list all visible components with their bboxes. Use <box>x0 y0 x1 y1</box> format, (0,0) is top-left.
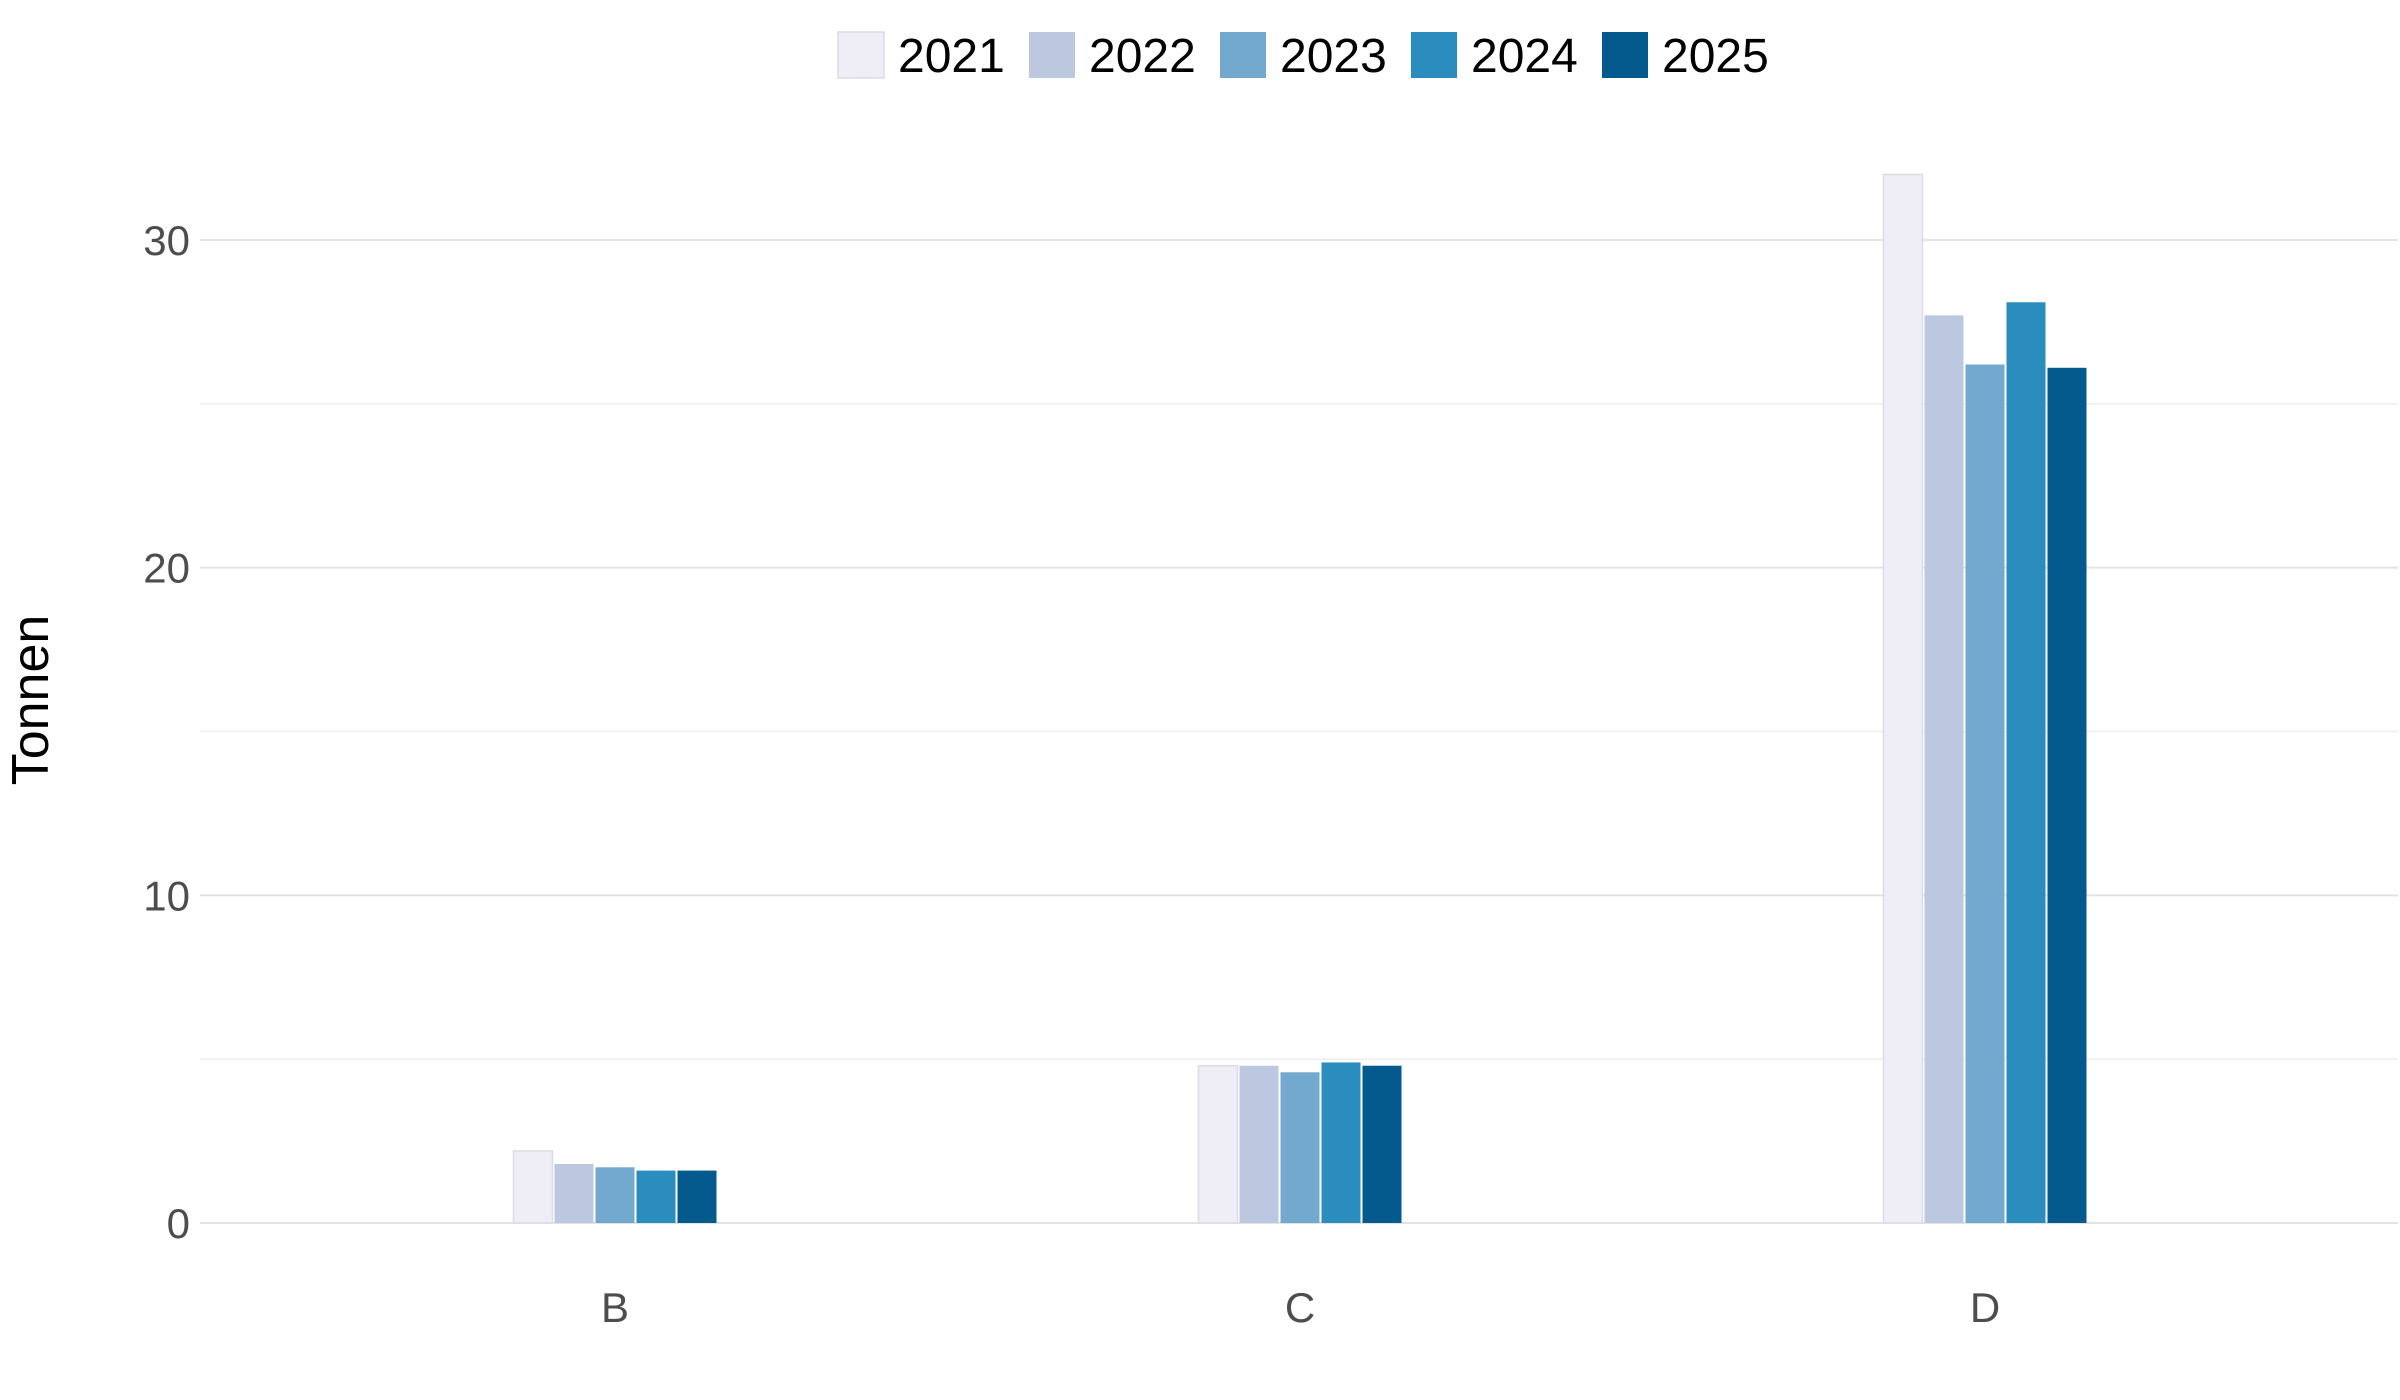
bar-B-2023 <box>595 1167 635 1223</box>
y-tick-label: 0 <box>167 1200 190 1247</box>
legend-label: 2021 <box>898 30 1005 83</box>
bar-B-2024 <box>636 1170 676 1223</box>
gridlines <box>200 239 2398 1224</box>
legend-key-2022 <box>1029 32 1075 78</box>
bar-B-2021 <box>512 1150 554 1224</box>
y-tick-label: 20 <box>143 545 190 592</box>
bars <box>512 173 2087 1224</box>
legend-key-2021 <box>837 31 885 79</box>
bar-B-2022 <box>554 1164 594 1223</box>
legend-key-2024 <box>1411 32 1457 78</box>
x-tick-label: B <box>601 1284 629 1331</box>
legend-label: 2023 <box>1280 30 1387 83</box>
bar-C-2022 <box>1239 1065 1279 1223</box>
bar-C-2024 <box>1321 1062 1361 1223</box>
bar-C-2025 <box>1362 1065 1402 1223</box>
y-axis-tick-labels: 0 10 20 30 <box>143 217 190 1247</box>
y-tick-label: 10 <box>143 872 190 919</box>
legend: 2021 2022 2023 2024 2025 <box>837 30 1769 83</box>
legend-key-2023 <box>1220 32 1266 78</box>
bar-D-2022 <box>1924 315 1964 1223</box>
bar-D-2025 <box>2047 367 2087 1223</box>
bar-D-2023 <box>1965 364 2005 1224</box>
bar-D-2024 <box>2006 302 2046 1223</box>
y-tick-label: 30 <box>143 217 190 264</box>
x-tick-label: C <box>1285 1284 1315 1331</box>
legend-label: 2025 <box>1662 30 1769 83</box>
bar-B-2025 <box>677 1170 717 1223</box>
x-axis-tick-labels: B C D <box>601 1284 2000 1331</box>
y-axis-title: Tonnen <box>2 615 60 786</box>
legend-key-2025 <box>1602 32 1648 78</box>
legend-label: 2024 <box>1471 30 1578 83</box>
legend-label: 2022 <box>1089 30 1196 83</box>
bar-C-2023 <box>1280 1072 1320 1223</box>
bar-C-2021 <box>1197 1064 1239 1224</box>
x-tick-label: D <box>1970 1284 2000 1331</box>
bar-D-2021 <box>1882 173 1924 1224</box>
